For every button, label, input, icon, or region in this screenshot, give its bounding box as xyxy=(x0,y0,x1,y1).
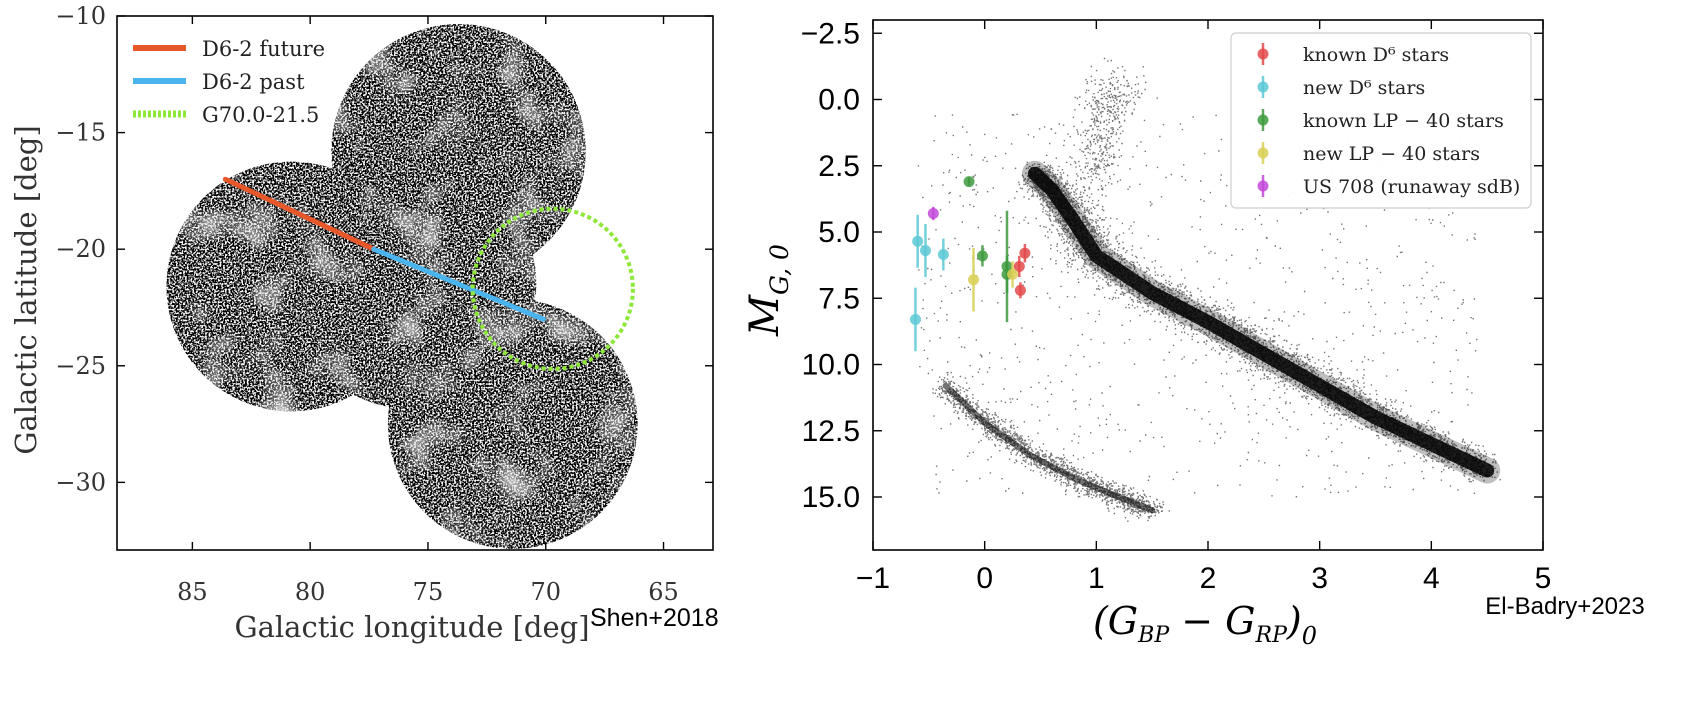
series-new-d6 xyxy=(909,214,949,352)
cmd-legend: known D⁶ stars new D⁶ stars known LP − 40 … xyxy=(1230,32,1532,209)
data-point xyxy=(1007,268,1019,280)
trajectory-group xyxy=(222,176,635,371)
data-point xyxy=(976,250,988,262)
sky-map-panel: 85 80 75 70 65−10−15−20−25−30 D6-2 futureD6-… xyxy=(9,2,719,644)
sky-map-credit: Shen+2018 xyxy=(590,604,719,632)
field-nebulosity xyxy=(387,299,638,549)
data-point xyxy=(912,235,924,247)
x-tick-label: 70 xyxy=(530,578,561,606)
y-tick-label: 12.5 xyxy=(802,415,860,448)
data-point xyxy=(968,274,979,286)
trajectory-future xyxy=(222,176,377,252)
remnant-circle xyxy=(470,206,635,371)
main-sequence-core xyxy=(1027,166,1495,478)
legend-label: US 708 (runaway sdB) xyxy=(1303,176,1520,198)
y-tick-label: −30 xyxy=(55,468,106,496)
y-tick-label: 0.0 xyxy=(818,84,860,117)
legend-label: D6-2 future xyxy=(202,37,325,61)
trajectory-past xyxy=(371,246,546,322)
legend-label: G70.0-21.5 xyxy=(202,103,319,127)
x-tick-label: 5 xyxy=(1535,562,1552,595)
x-tick-label: 80 xyxy=(295,578,326,606)
cmd-panel: −1 0 1 2 3 4 5 −2.5 0.0 2.5 5.0 7.5 10.0 12.5 15.0 kno… xyxy=(742,17,1645,650)
legend-marker xyxy=(1257,81,1269,93)
survey-fields-group xyxy=(166,24,638,549)
x-tick-label: 0 xyxy=(976,562,993,595)
legend-label: known D⁶ stars xyxy=(1303,44,1449,66)
data-point xyxy=(963,176,975,188)
sky-map-frame xyxy=(116,15,714,551)
sky-map-xlabel: Galactic longitude [deg] xyxy=(234,610,589,644)
legend-label: new D⁶ stars xyxy=(1303,77,1425,99)
legend-marker xyxy=(1257,147,1269,159)
x-tick-label: 1 xyxy=(1088,562,1105,595)
survey-field-4 xyxy=(387,299,638,549)
data-point xyxy=(909,313,921,325)
legend-marker xyxy=(1257,180,1269,192)
legend-box xyxy=(1230,32,1532,209)
main-sequence-halo xyxy=(1021,160,1501,484)
cmd-xlabel: (GBP − GRP)0 xyxy=(1093,599,1317,650)
cmd-credit: El-Badry+2023 xyxy=(1485,593,1644,620)
series-known-d6 xyxy=(1013,243,1031,299)
x-tick-label: 75 xyxy=(413,578,444,606)
series-known-lp xyxy=(963,176,1013,323)
y-tick-label: −15 xyxy=(55,119,106,147)
data-point xyxy=(1014,284,1026,296)
data-point xyxy=(1019,247,1031,259)
y-tick-label: 7.5 xyxy=(818,282,860,315)
x-tick-label: 85 xyxy=(177,578,208,606)
x-tick-label: 4 xyxy=(1423,562,1440,595)
legend-label: known LP − 40 stars xyxy=(1303,110,1504,132)
data-point xyxy=(1013,260,1025,272)
cmd-ticks: −1 0 1 2 3 4 5 −2.5 0.0 2.5 5.0 7.5 10.0 12.5 15.0 xyxy=(801,17,1552,595)
y-tick-label: −20 xyxy=(55,235,106,263)
data-point xyxy=(937,249,949,261)
x-tick-label: 3 xyxy=(1311,562,1328,595)
cmd-ylabel: MG, 0 xyxy=(742,244,794,337)
x-tick-label: 65 xyxy=(648,578,679,606)
white-dwarf-core xyxy=(942,382,1156,514)
sky-map-ticks: 85 80 75 70 65 −10 −15 −20 −25 −30 xyxy=(55,2,713,606)
legend-marker xyxy=(1257,48,1269,60)
sky-map-ylabel: Galactic latitude [deg] xyxy=(9,125,43,454)
y-tick-label: 10.0 xyxy=(802,349,860,382)
cmd-plot-area xyxy=(909,57,1501,522)
y-tick-label: 2.5 xyxy=(818,150,860,183)
field-stars-group xyxy=(917,57,1501,522)
y-tick-label: −2.5 xyxy=(801,17,860,50)
series-us708 xyxy=(927,206,939,221)
legend-marker xyxy=(1257,114,1269,126)
sky-map-legend: D6-2 future D6-2 past G70.0-21.5 xyxy=(133,37,325,127)
y-tick-label: 5.0 xyxy=(818,216,860,249)
x-tick-label: −1 xyxy=(856,562,890,595)
y-tick-label: −10 xyxy=(55,2,106,30)
legend-label: D6-2 past xyxy=(202,70,305,94)
y-tick-label: −25 xyxy=(55,352,106,380)
y-tick-label: 15.0 xyxy=(802,481,860,514)
data-point xyxy=(919,245,931,257)
highlighted-stars-group xyxy=(909,176,1031,352)
series-new-lp xyxy=(968,247,1019,312)
data-point xyxy=(927,207,939,219)
legend-label: new LP − 40 stars xyxy=(1303,143,1480,165)
sky-map-plot-area xyxy=(166,24,638,549)
x-tick-label: 2 xyxy=(1200,562,1217,595)
